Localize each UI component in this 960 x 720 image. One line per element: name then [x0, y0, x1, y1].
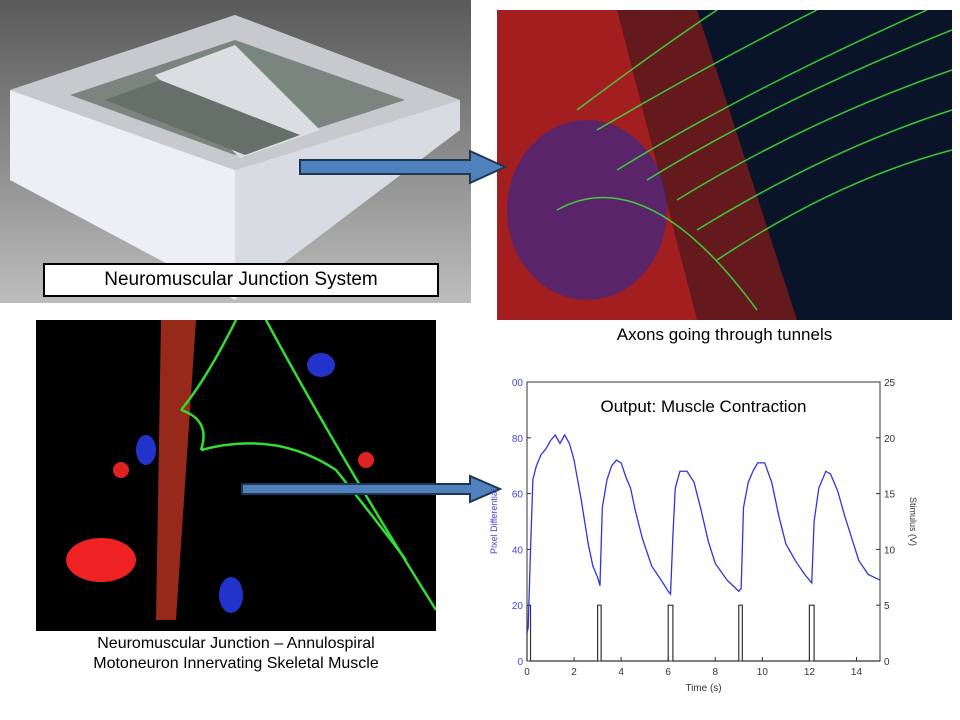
axon-drawing: [497, 10, 952, 320]
system-label: Neuromuscular Junction System: [43, 263, 439, 297]
nmj-caption: Neuromuscular Junction – Annulospiral Mo…: [36, 634, 436, 674]
arrow-to-axons-icon: [299, 149, 508, 185]
x-axis-label: Time (s): [685, 683, 721, 694]
y-tick-label: 20: [512, 601, 524, 612]
axon-fluorescence-image: [497, 10, 952, 320]
nmj-fluorescence-image: [36, 320, 436, 631]
y-tick-label: 0: [517, 657, 523, 668]
arrow-to-chart-icon: [241, 474, 503, 504]
stimulus-series-line: [526, 604, 880, 662]
x-tick-label: 10: [757, 667, 769, 678]
x-tick-label: 6: [665, 667, 671, 678]
y2-tick-label: 0: [884, 657, 890, 668]
y2-tick-label: 15: [884, 490, 896, 501]
y2-tick-label: 25: [884, 378, 896, 389]
y2-tick-label: 10: [884, 545, 896, 556]
y2-tick-label: 5: [884, 601, 890, 612]
y-tick-label: 40: [512, 545, 524, 556]
pixel-differential-series-line: [526, 433, 881, 634]
axon-caption: Axons going through tunnels: [616, 325, 833, 344]
y2-axis-label: Stimulus (V): [908, 497, 918, 546]
y-tick-label: 80: [512, 434, 524, 445]
x-tick-label: 2: [571, 667, 577, 678]
nmj-drawing: [66, 320, 436, 620]
nmj-caption-line1: Neuromuscular Junction – Annulospiral: [97, 635, 375, 652]
y-axis-label: Pixel Differential: [489, 489, 499, 554]
x-tick-label: 0: [524, 667, 530, 678]
x-tick-label: 14: [851, 667, 863, 678]
x-tick-label: 8: [712, 667, 718, 678]
y2-tick-label: 20: [884, 434, 896, 445]
x-tick-label: 12: [804, 667, 816, 678]
y-tick-label: 00: [512, 378, 524, 389]
nmj-caption-line2: Motoneuron Innervating Skeletal Muscle: [93, 655, 379, 672]
y-tick-label: 60: [512, 490, 524, 501]
chart-title: Output: Muscle Contraction: [601, 397, 807, 416]
x-tick-label: 4: [618, 667, 624, 678]
